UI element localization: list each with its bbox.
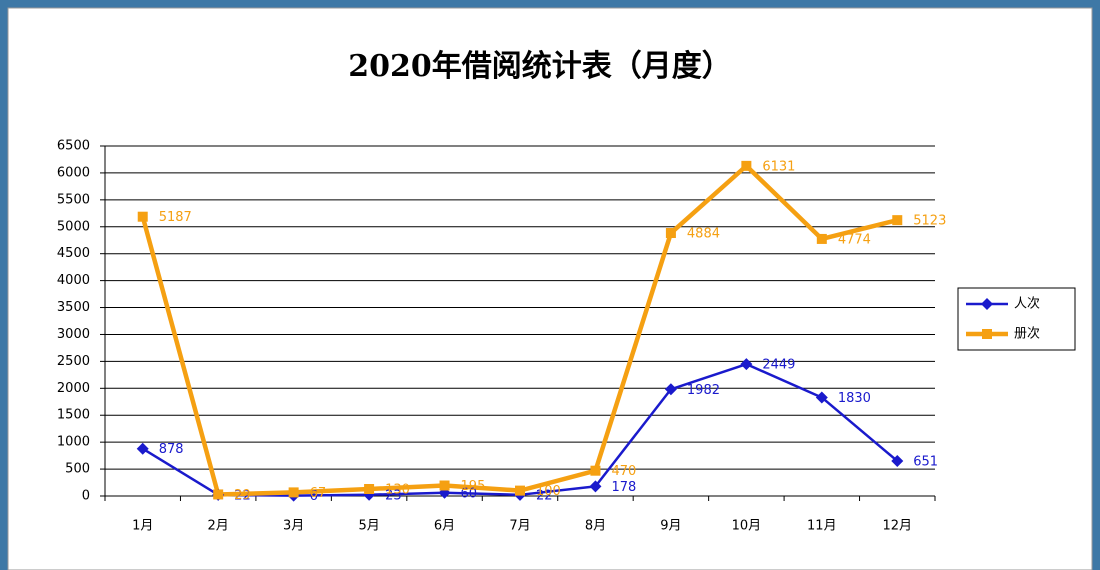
data-label: 2449 — [762, 358, 795, 373]
point — [891, 454, 904, 467]
x-tick-label: 7月 — [509, 519, 530, 534]
chart-title: 2020年借阅统计表（月度） — [348, 49, 732, 84]
y-tick-label: 4000 — [57, 273, 90, 288]
data-label: 29 — [234, 488, 251, 503]
data-label: 4774 — [838, 232, 871, 247]
data-label: 100 — [536, 484, 561, 499]
x-tick-label: 5月 — [358, 519, 379, 534]
data-label: 67 — [310, 486, 327, 501]
data-label: 1982 — [687, 383, 720, 398]
point — [741, 160, 752, 171]
x-tick-label: 8月 — [585, 519, 606, 534]
x-tick-label: 9月 — [660, 519, 681, 534]
point — [892, 215, 903, 226]
data-label: 651 — [913, 454, 938, 469]
data-label: 195 — [461, 479, 486, 494]
y-tick-label: 2500 — [57, 354, 90, 369]
data-label: 1830 — [838, 391, 871, 406]
point — [364, 484, 375, 494]
point — [136, 442, 149, 455]
point — [816, 233, 827, 244]
point — [439, 480, 450, 491]
x-tick-label: 3月 — [283, 519, 304, 534]
point — [589, 480, 602, 493]
y-tick-label: 3500 — [57, 300, 90, 315]
y-tick-label: 2000 — [57, 381, 90, 396]
y-tick-label: 0 — [82, 489, 90, 504]
data-label: 23 — [385, 488, 402, 503]
legend-label: 人次 — [1014, 296, 1040, 312]
point — [137, 211, 148, 222]
data-label: 470 — [611, 464, 636, 479]
point — [815, 391, 828, 404]
data-label: 878 — [159, 442, 184, 457]
x-tick-label: 2月 — [208, 519, 229, 534]
data-label: 5187 — [159, 210, 192, 225]
point — [515, 485, 525, 496]
point — [982, 329, 992, 339]
x-tick-label: 6月 — [434, 519, 455, 534]
y-tick-label: 4500 — [57, 246, 90, 261]
y-tick-label: 3000 — [57, 327, 90, 342]
x-tick-label: 1月 — [132, 519, 153, 534]
legend — [957, 287, 1076, 351]
y-tick-label: 5000 — [57, 219, 90, 234]
data-label: 22 — [536, 488, 553, 503]
data-label: 130 — [385, 483, 410, 498]
point — [665, 228, 676, 239]
y-tick-label: 6500 — [57, 139, 90, 154]
point — [740, 358, 753, 371]
x-tick-label: 10月 — [732, 519, 762, 534]
x-tick-label: 11月 — [807, 519, 837, 534]
y-tick-label: 6000 — [57, 165, 90, 180]
data-label: 22 — [234, 488, 251, 503]
y-tick-label: 500 — [65, 462, 90, 477]
data-label: 60 — [461, 486, 478, 501]
y-tick-label: 5500 — [57, 192, 90, 207]
point — [288, 487, 299, 498]
point — [664, 383, 677, 396]
x-tick-label: 12月 — [882, 519, 912, 534]
point — [590, 465, 601, 476]
data-label: 4884 — [687, 227, 720, 242]
data-label: 6131 — [762, 159, 795, 174]
y-tick-label: 1500 — [57, 408, 90, 423]
point — [981, 298, 993, 310]
data-label: 178 — [611, 480, 636, 495]
data-label: 5123 — [913, 214, 946, 229]
legend-label: 册次 — [1014, 326, 1040, 342]
data-label: 6 — [310, 489, 318, 504]
y-tick-label: 1000 — [57, 435, 90, 450]
point — [213, 489, 224, 500]
